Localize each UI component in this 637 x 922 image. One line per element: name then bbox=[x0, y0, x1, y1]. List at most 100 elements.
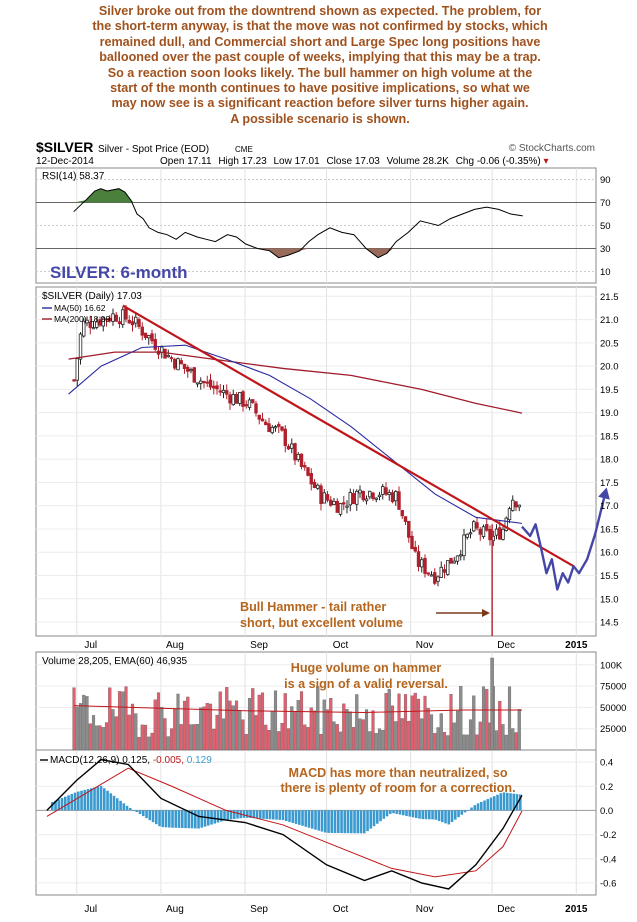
candle-body bbox=[225, 390, 229, 395]
volume-bar bbox=[264, 724, 268, 751]
candle-body bbox=[270, 426, 274, 434]
candle-body bbox=[117, 321, 122, 325]
macd-histogram-bar bbox=[219, 810, 223, 822]
volume-bar bbox=[169, 728, 174, 751]
legend-ma50: MA(50) 16.62 bbox=[54, 303, 106, 313]
candle-body bbox=[517, 504, 521, 508]
volume-bar bbox=[267, 730, 271, 751]
candle-body bbox=[169, 357, 174, 360]
macd-histogram-bar bbox=[184, 810, 187, 829]
panel-frames bbox=[35, 167, 597, 896]
volume-bar bbox=[498, 701, 502, 751]
candle-body bbox=[459, 554, 463, 557]
volume-bar bbox=[345, 709, 349, 751]
macd-histogram-bar bbox=[262, 810, 265, 819]
candle-body bbox=[488, 528, 492, 541]
candle-body bbox=[299, 453, 304, 468]
candle-body bbox=[312, 481, 317, 488]
candle-body bbox=[124, 307, 128, 320]
macd-histogram-bar bbox=[431, 810, 434, 820]
volume-bar bbox=[273, 690, 278, 751]
volume-label: Volume 28,205, EMA(60) 46,935 bbox=[42, 656, 188, 667]
candle-body bbox=[416, 551, 421, 567]
volume-bar bbox=[251, 688, 255, 751]
macd-histogram-bar bbox=[388, 810, 392, 814]
macd-histogram-bar bbox=[310, 810, 314, 829]
volume-bar bbox=[111, 709, 115, 751]
macd-histogram-bar bbox=[301, 810, 304, 826]
volume-bar bbox=[371, 710, 375, 751]
candle-body bbox=[212, 385, 216, 389]
x-axis: Jul Jul Aug Aug Sep Sep Oct Oct Nov Nov Dec Dec 2015… bbox=[84, 640, 588, 915]
volume-bar bbox=[205, 703, 209, 751]
volume-bar bbox=[468, 719, 473, 751]
candle-body bbox=[95, 321, 99, 328]
macd-histogram-bar bbox=[57, 799, 61, 811]
price-tick: 17.5 bbox=[600, 478, 619, 489]
macd-tick: -0.6 bbox=[600, 878, 616, 889]
macd-histogram-bar bbox=[505, 792, 509, 811]
volume-bar bbox=[179, 724, 183, 751]
volume-bar bbox=[91, 715, 96, 751]
candle-body bbox=[325, 494, 330, 501]
symbol: $SILVER bbox=[36, 139, 93, 155]
ma200-line bbox=[68, 351, 523, 414]
price-tick: 15.5 bbox=[600, 571, 619, 582]
price-tick: 16.0 bbox=[600, 548, 619, 559]
candle-body bbox=[137, 319, 141, 327]
macd-histogram-bar bbox=[346, 810, 350, 834]
macd-histogram-bar bbox=[330, 810, 334, 833]
macd-histogram-bar bbox=[518, 794, 522, 811]
candle-body bbox=[407, 520, 411, 538]
candle-body bbox=[410, 535, 414, 550]
macd-histogram-bar bbox=[366, 810, 369, 832]
volume-bar bbox=[358, 718, 362, 751]
volume-bar bbox=[280, 722, 284, 751]
candle-body bbox=[449, 557, 453, 564]
candle-body bbox=[481, 526, 486, 538]
volume-bar bbox=[95, 725, 99, 751]
candle-body bbox=[234, 394, 239, 404]
volume-bar bbox=[254, 715, 258, 751]
month-label: Jul bbox=[84, 640, 97, 651]
volume-bar bbox=[247, 698, 252, 751]
volume-bar bbox=[303, 724, 307, 751]
macd-histogram-bar bbox=[271, 810, 275, 820]
macd-histogram-bar bbox=[154, 810, 158, 825]
overlay-title: SILVER: 6-month bbox=[50, 263, 188, 282]
candle-body bbox=[478, 528, 482, 535]
rsi-oversold-fill bbox=[360, 248, 394, 258]
macd-histogram-bar bbox=[60, 798, 64, 811]
rsi-tick: 30 bbox=[600, 244, 611, 255]
macd-histogram-bar bbox=[382, 810, 386, 819]
macd-histogram-bar bbox=[418, 810, 421, 819]
volume-bar bbox=[312, 710, 317, 751]
month-label: Nov bbox=[416, 904, 434, 915]
candle-body bbox=[267, 423, 271, 433]
macd-histogram-bar bbox=[437, 810, 441, 821]
volume-bar bbox=[202, 706, 206, 751]
price-tick: 17.0 bbox=[600, 501, 619, 512]
ohlc-readout: Open 17.11 High 17.23 Low 17.01 Close 17… bbox=[160, 156, 549, 167]
volume-bar bbox=[403, 694, 408, 751]
macd-histogram-bar bbox=[434, 810, 438, 820]
macd-histogram-bar bbox=[96, 786, 100, 811]
rsi-tick: 50 bbox=[600, 221, 611, 232]
macd-histogram-bar bbox=[499, 793, 503, 811]
month-label: Aug bbox=[166, 904, 184, 915]
macd-histogram-bar bbox=[265, 810, 269, 820]
macd-histogram-bar bbox=[109, 793, 113, 811]
macd-histogram-bar bbox=[336, 810, 340, 834]
candle-body bbox=[228, 394, 232, 404]
hammer-arrow bbox=[436, 609, 490, 617]
macd-histogram-bar bbox=[138, 810, 142, 815]
volume-bar bbox=[342, 703, 346, 751]
candle-body bbox=[192, 367, 196, 383]
volume-bar bbox=[137, 737, 141, 751]
macd-histogram-bar bbox=[509, 793, 512, 811]
macd-histogram-bar bbox=[340, 810, 343, 834]
volume-bar bbox=[156, 692, 161, 751]
candle-body bbox=[442, 569, 447, 573]
macd-histogram-bar bbox=[398, 810, 402, 815]
